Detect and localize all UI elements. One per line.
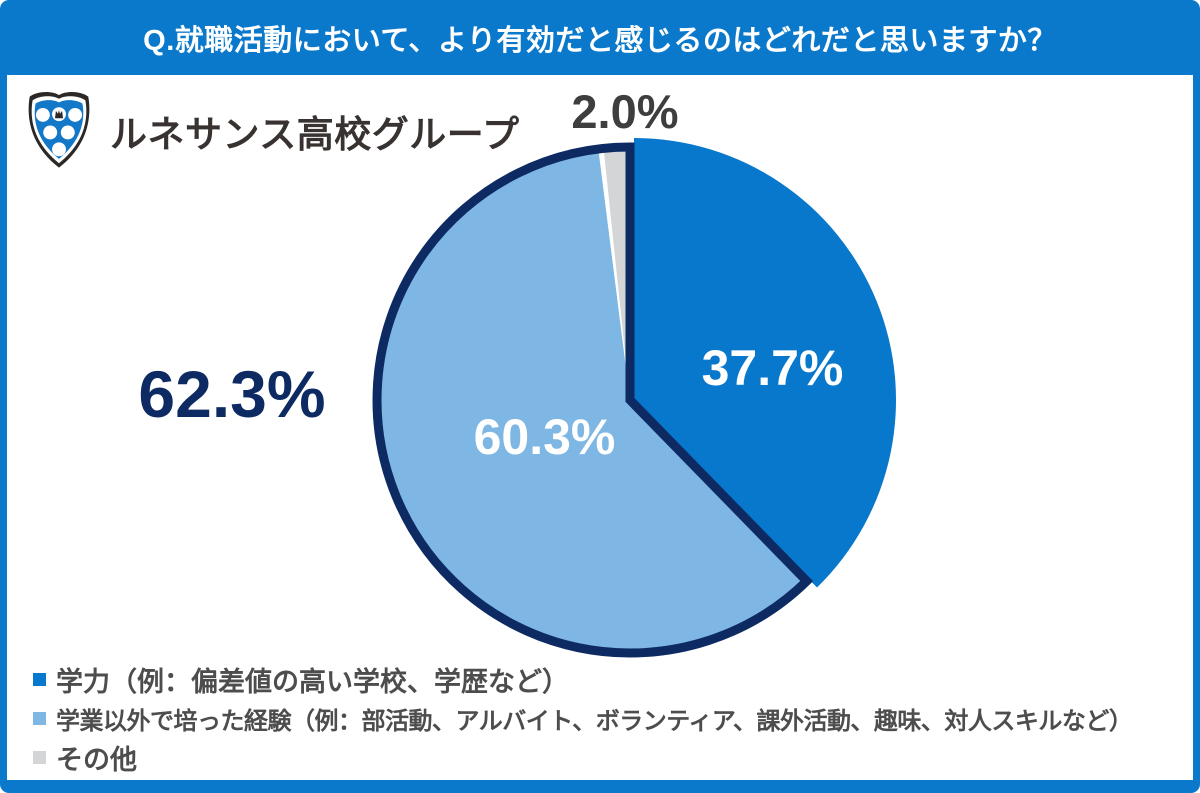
pie-slice-experience xyxy=(377,149,807,654)
legend-label-experience: 学業以外で培った経験（例：部活動、アルバイト、ボランティア、課外活動、趣味、対人… xyxy=(56,708,1133,735)
pie-slice-academics xyxy=(634,138,897,588)
legend-marker-other xyxy=(33,751,46,764)
legend-item-academics: 学力（例：偏差値の高い学校、学歴など） xyxy=(33,660,1132,699)
pie-slice-other xyxy=(603,147,630,400)
pie-label-experience: 60.3% xyxy=(473,409,616,465)
legend: 学力（例：偏差値の高い学校、学歴など） 学業以外で培った経験（例：部活動、アルバ… xyxy=(33,660,1133,777)
question-banner: Q.就職活動において、より有効だと感じるのはどれだと思いますか？ xyxy=(0,0,1200,75)
logo-text: ルネサンス高校グループ xyxy=(110,114,520,155)
legend-marker-experience xyxy=(33,712,46,725)
pie-label-combined: 62.3% xyxy=(138,357,326,431)
pie-label-academics: 37.7% xyxy=(701,340,844,396)
legend-item-other: その他 xyxy=(33,738,1132,777)
question-text: Q.就職活動において、より有効だと感じるのはどれだと思いますか？ xyxy=(143,24,1057,57)
logo-shield-icon xyxy=(28,91,90,168)
legend-marker-academics xyxy=(33,673,46,686)
pie-group-outline xyxy=(372,142,814,658)
logo: ルネサンス高校グループ xyxy=(22,90,520,172)
legend-item-experience: 学業以外で培った経験（例：部活動、アルバイト、ボランティア、課外活動、趣味、対人… xyxy=(33,699,1133,738)
legend-label-other: その他 xyxy=(56,745,137,775)
legend-label-academics: 学力（例：偏差値の高い学校、学歴など） xyxy=(56,667,569,697)
pie-label-other: 2.0% xyxy=(571,85,679,138)
crown-mark xyxy=(54,110,64,119)
